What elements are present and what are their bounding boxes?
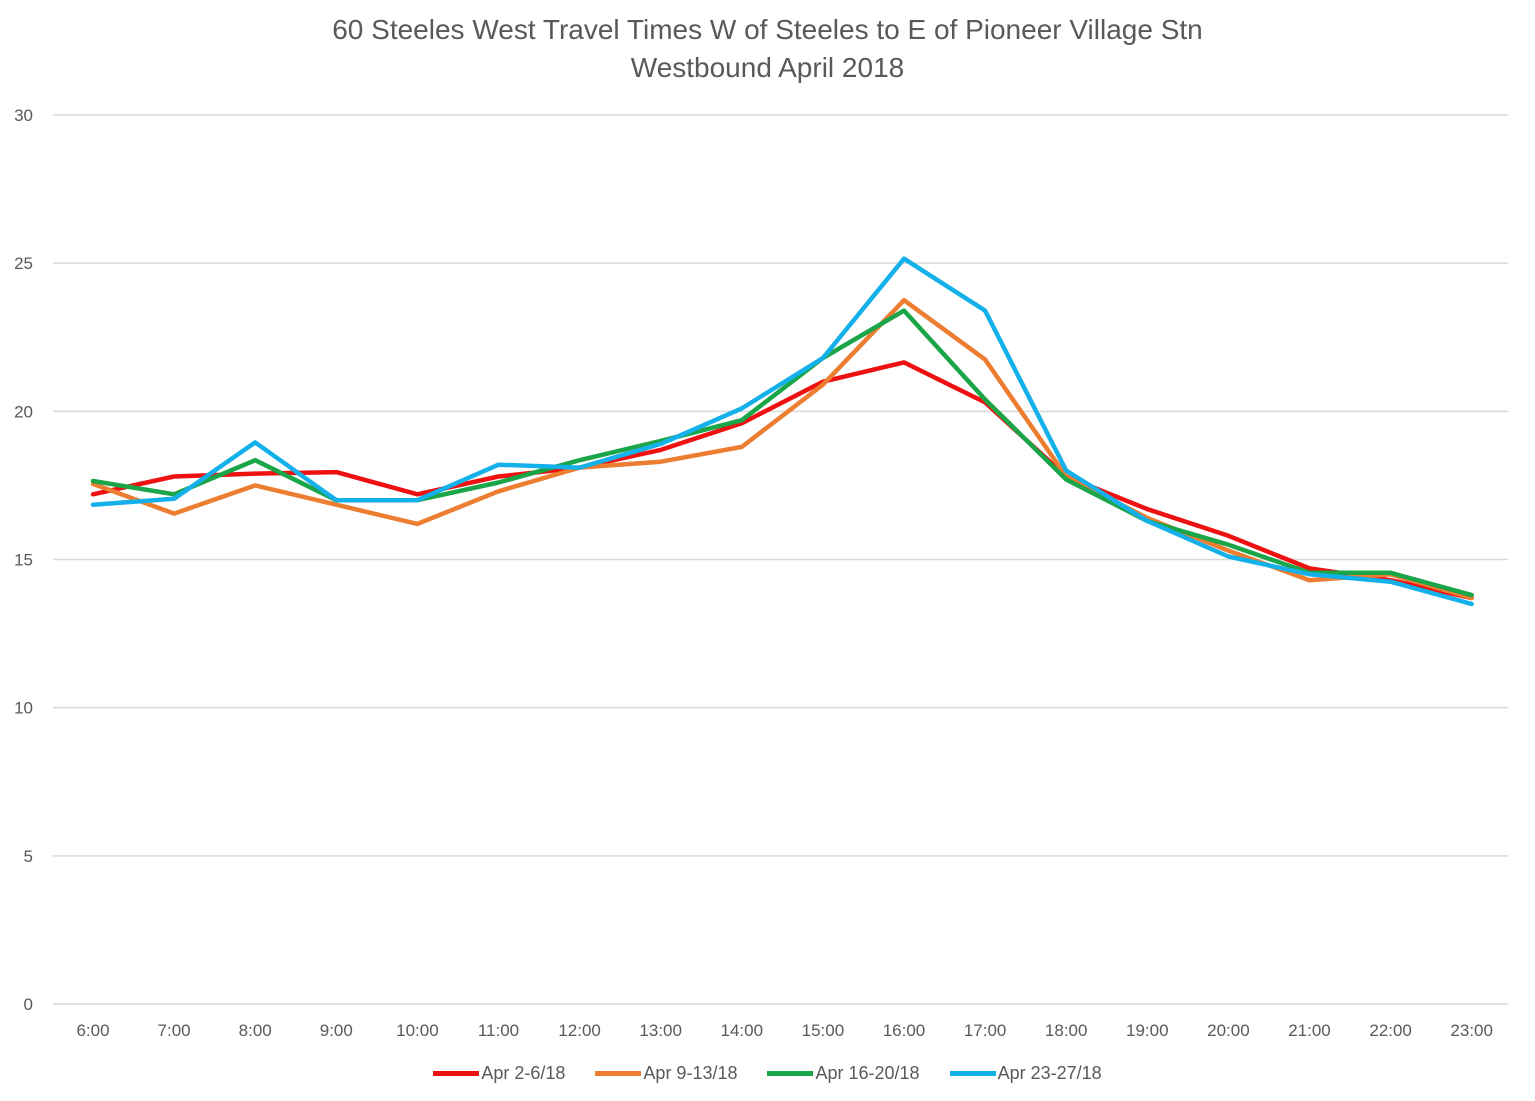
x-tick-label: 20:00 — [1207, 1021, 1250, 1040]
x-tick-label: 11:00 — [478, 1021, 519, 1040]
legend-item: Apr 2-6/18 — [433, 1063, 565, 1084]
series-line-2 — [90, 297, 1474, 601]
x-axis-ticks: 6:00 7:00 8:00 9:00 10:00 11:00 12:00 13:00 14:0… — [76, 1021, 1493, 1040]
x-tick-label: 14:00 — [721, 1021, 764, 1040]
x-tick-label: 19:00 — [1126, 1021, 1169, 1040]
legend-label: Apr 16-20/18 — [815, 1063, 920, 1083]
x-tick-label: 16:00 — [883, 1021, 926, 1040]
series-line-3 — [90, 308, 1474, 598]
y-tick-label: 25 — [14, 254, 33, 273]
x-tick-label: 10:00 — [396, 1021, 439, 1040]
x-tick-label: 7:00 — [158, 1021, 191, 1040]
y-tick-label: 20 — [14, 402, 33, 421]
series-line-1 — [90, 360, 1474, 601]
chart-subtitle: Westbound April 2018 — [630, 52, 905, 83]
x-tick-label: 8:00 — [239, 1021, 272, 1040]
legend-swatch — [433, 1071, 480, 1076]
y-tick-label: 5 — [24, 847, 33, 866]
y-tick-label: 10 — [14, 699, 33, 718]
legend-swatch — [767, 1071, 814, 1076]
legend-swatch — [595, 1071, 642, 1076]
legend-item: Apr 16-20/18 — [767, 1063, 920, 1084]
legend-label: Apr 9-13/18 — [643, 1063, 738, 1083]
legend-item: Apr 23-27/18 — [949, 1063, 1102, 1084]
x-tick-label: 23:00 — [1450, 1021, 1493, 1040]
x-tick-label: 18:00 — [1045, 1021, 1088, 1040]
legend-label: Apr 23-27/18 — [997, 1063, 1102, 1083]
x-tick-label: 21:00 — [1288, 1021, 1331, 1040]
chart-title: 60 Steeles West Travel Times W of Steele… — [332, 14, 1203, 45]
x-tick-label: 12:00 — [558, 1021, 601, 1040]
x-tick-label: 13:00 — [639, 1021, 682, 1040]
legend-item: Apr 9-13/18 — [595, 1063, 737, 1084]
series-lines — [90, 256, 1474, 607]
legend-swatch — [949, 1071, 996, 1076]
legend-label: Apr 2-6/18 — [481, 1063, 566, 1083]
x-tick-label: 6:00 — [76, 1021, 109, 1040]
x-tick-label: 15:00 — [802, 1021, 845, 1040]
y-tick-label: 15 — [14, 551, 33, 570]
series-line-4 — [90, 256, 1474, 607]
y-axis-ticks: 0 5 10 15 20 25 30 — [14, 106, 33, 1014]
y-tick-label: 30 — [14, 106, 33, 125]
y-tick-label: 0 — [24, 995, 33, 1014]
legend: Apr 2-6/18 Apr 9-13/18 Apr 16-20/18 Apr 23-… — [0, 1063, 1535, 1084]
x-tick-label: 9:00 — [320, 1021, 353, 1040]
x-tick-label: 17:00 — [964, 1021, 1007, 1040]
x-tick-label: 22:00 — [1369, 1021, 1412, 1040]
plot-area: 0 5 10 15 20 25 30 6:00 7:00 8:00 9:00 10:00 11:00 1… — [14, 106, 1508, 1040]
